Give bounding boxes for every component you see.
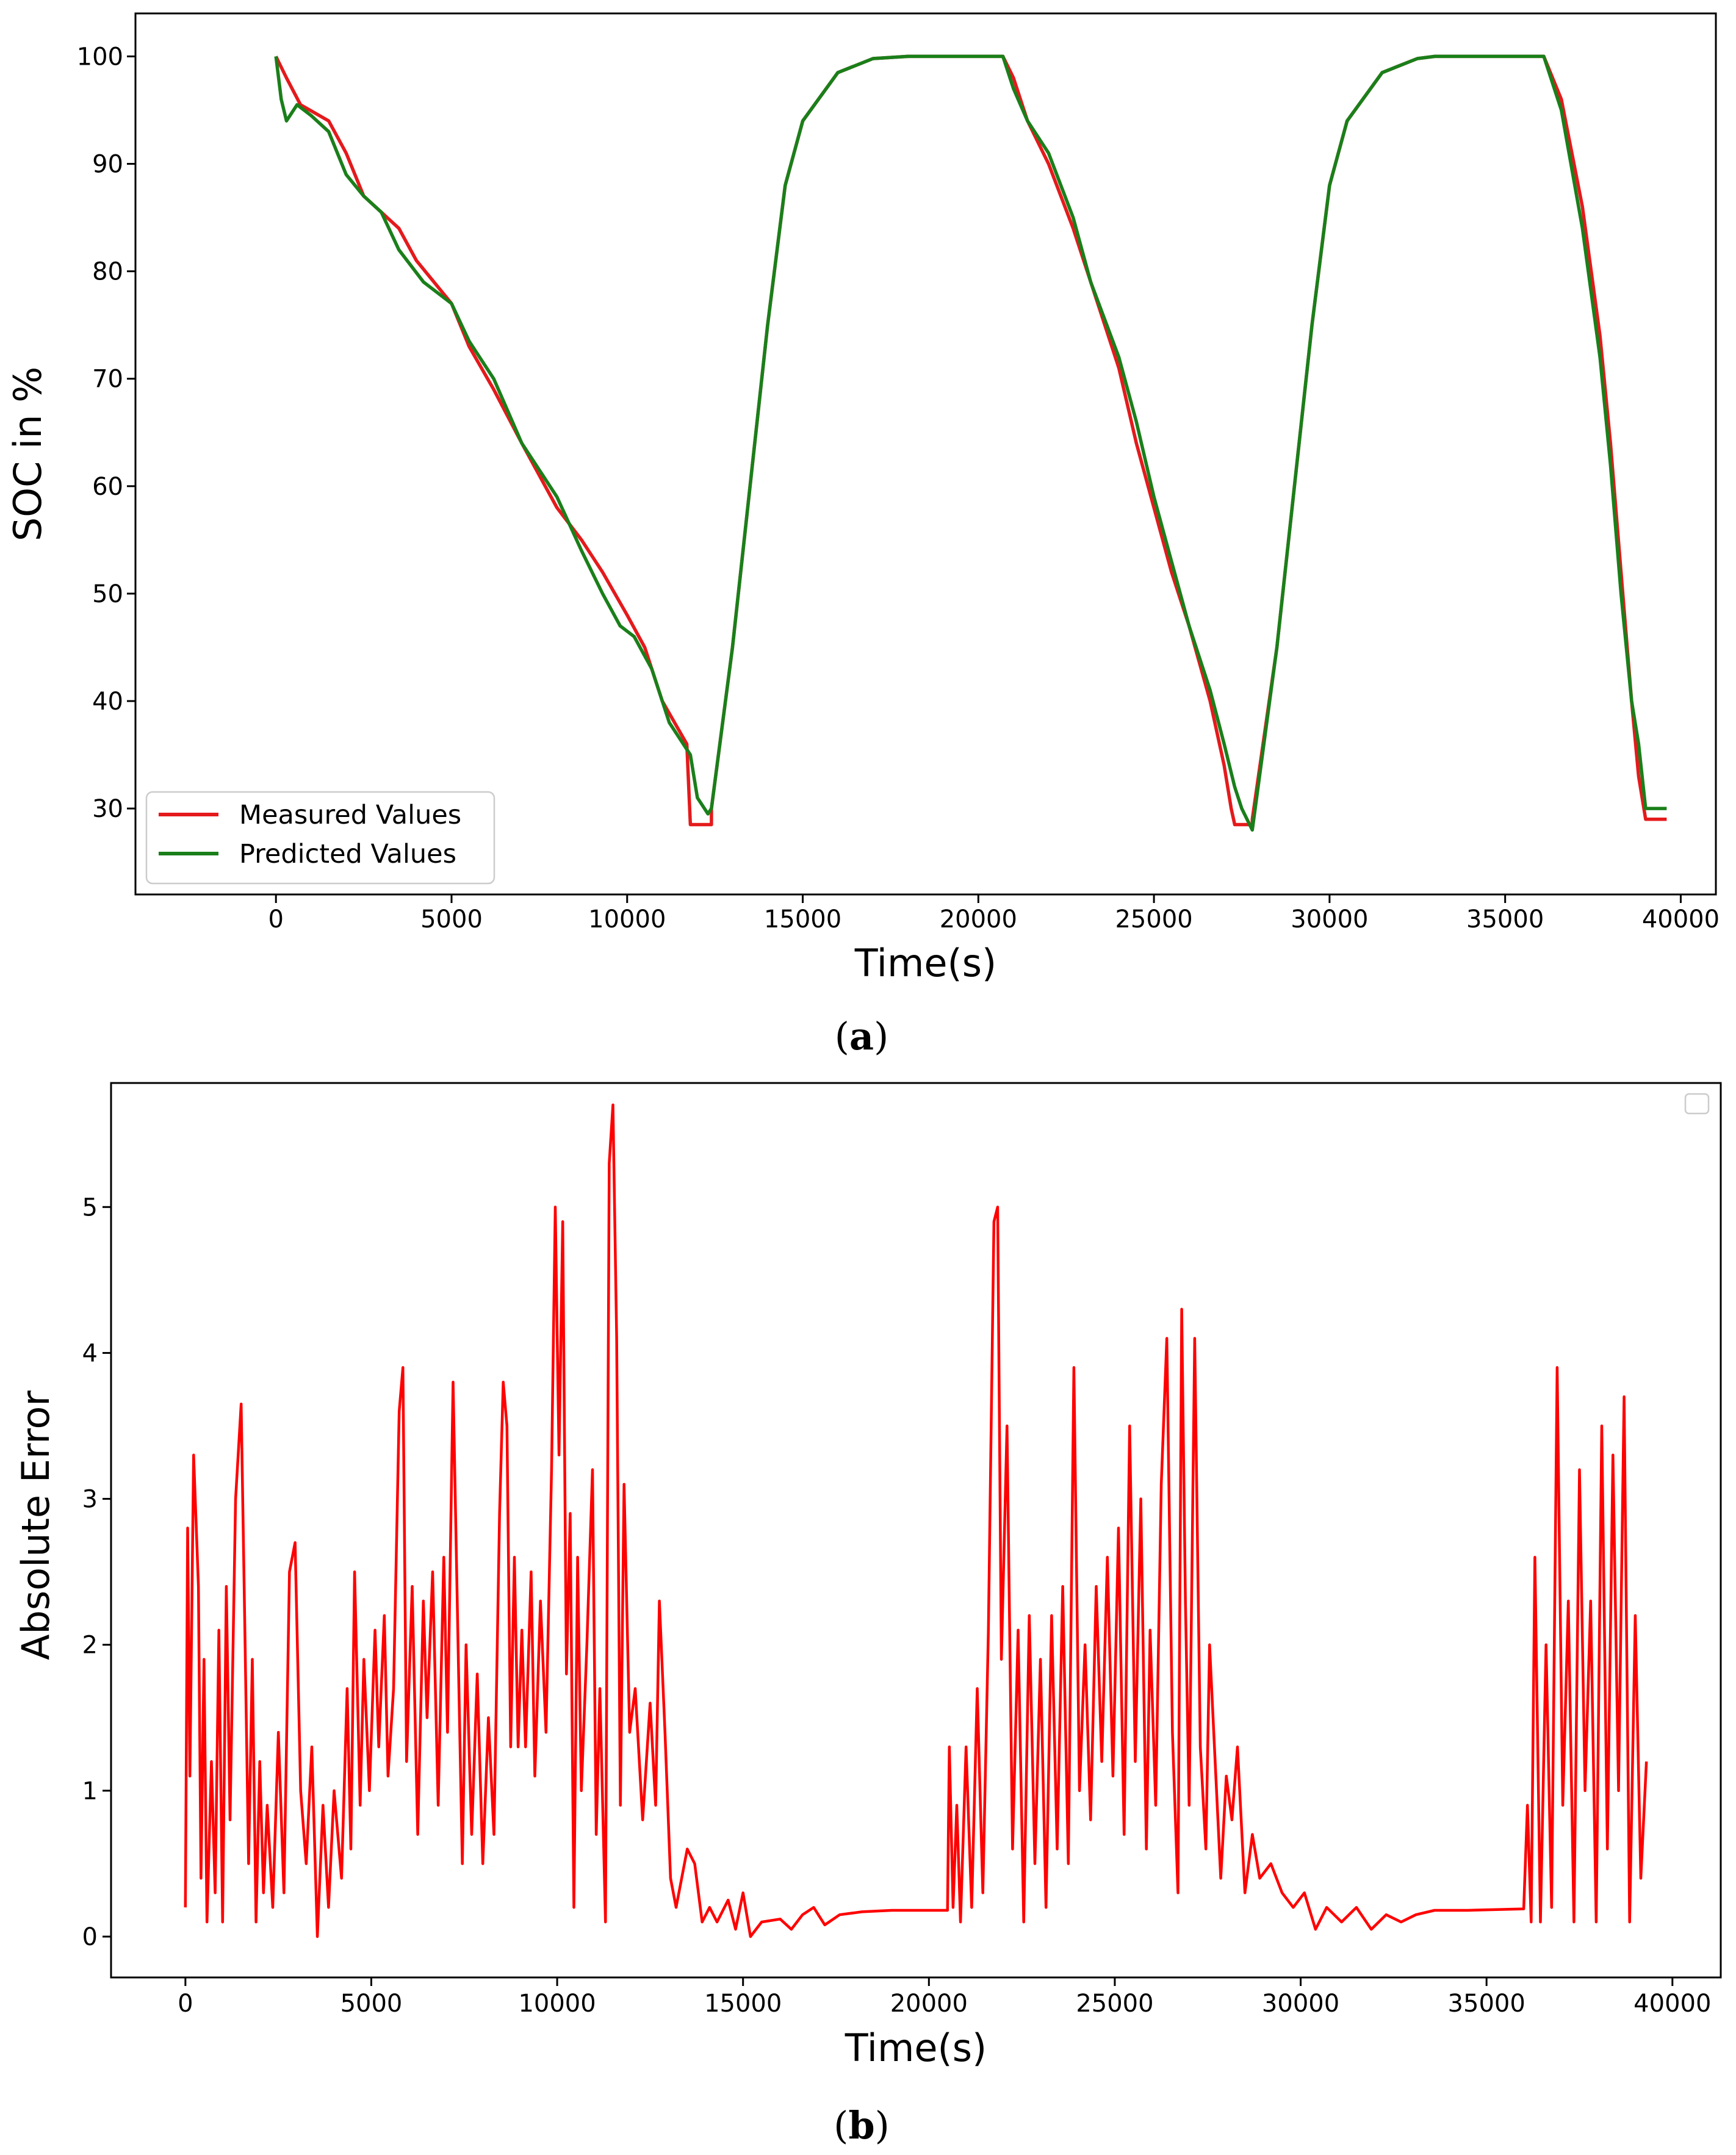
panel-a-caption: (a) [835,1014,889,1059]
y-tick-label: 70 [92,365,123,394]
panel-b-empty-legend [1684,1093,1710,1115]
legend-measured-label: Measured Values [239,800,461,830]
panel-a-xlabel: Time(s) [854,941,996,985]
x-tick-label: 5000 [420,905,483,934]
caption-close-paren: ) [875,2103,890,2148]
panel-a-ylabel: SOC in % [5,367,50,541]
panel-b-xlabel: Time(s) [845,2026,987,2070]
y-tick-label: 4 [82,1339,98,1367]
panel-b-ticks: 0 5000 10000 15000 20000 25000 30000 35000 40000… [82,1193,1712,2018]
series-line-absolute-error [184,1103,1648,1938]
x-tick-label: 20000 [890,1990,968,2018]
x-tick-label: 10000 [588,905,666,934]
caption-letter: b [848,2103,874,2148]
x-tick-label: 40000 [1642,905,1720,934]
x-tick-label: 0 [268,905,283,934]
panel-b-caption: (b) [834,2103,890,2148]
y-tick-label: 80 [92,258,123,286]
x-tick-label: 25000 [1115,905,1192,934]
panel-a-legend: Measured Values Predicted Values [145,791,495,885]
y-tick-label: 1 [82,1777,98,1805]
series-line-predicted-values [274,54,1667,832]
x-tick-label: 15000 [764,905,841,934]
caption-letter: a [849,1014,874,1059]
panel-b-series [184,1103,1648,1938]
caption-open-paren: ( [835,1014,849,1059]
caption-close-paren: ) [874,1014,888,1059]
y-tick-label: 40 [92,688,123,716]
y-tick-label: 2 [82,1632,98,1660]
y-tick-label: 30 [92,795,123,823]
x-tick-label: 35000 [1448,1990,1525,2018]
x-tick-label: 10000 [518,1990,596,2018]
legend-box [145,791,495,885]
y-tick-label: 60 [92,473,123,501]
panel-a: 0 5000 10000 15000 20000 25000 30000 35000 40000… [5,12,1720,1059]
y-tick-label: 5 [82,1193,98,1221]
x-tick-label: 30000 [1291,905,1368,934]
panel-b: 0 5000 10000 15000 20000 25000 30000 35000 40000… [13,1082,1722,2148]
caption-open-paren: ( [834,2103,848,2148]
panel-a-ticks: 0 5000 10000 15000 20000 25000 30000 35000 40000… [77,43,1720,934]
y-tick-label: 50 [92,580,123,608]
x-tick-label: 5000 [340,1990,403,2018]
legend-predicted-label: Predicted Values [239,839,456,869]
x-tick-label: 20000 [940,905,1017,934]
y-tick-label: 3 [82,1486,98,1514]
x-tick-label: 0 [178,1990,193,2018]
y-tick-label: 0 [82,1923,98,1951]
y-tick-label: 100 [77,43,123,71]
x-tick-label: 30000 [1262,1990,1339,2018]
y-tick-label: 90 [92,151,123,179]
panel-b-axes-frame [110,1082,1722,1979]
x-tick-label: 35000 [1466,905,1544,934]
panel-b-ylabel: Absolute Error [13,1390,58,1660]
x-tick-label: 15000 [704,1990,782,2018]
x-tick-label: 25000 [1076,1990,1153,2018]
x-tick-label: 40000 [1633,1990,1711,2018]
panel-a-series [274,54,1667,832]
panel-a-axes-frame [134,12,1717,896]
